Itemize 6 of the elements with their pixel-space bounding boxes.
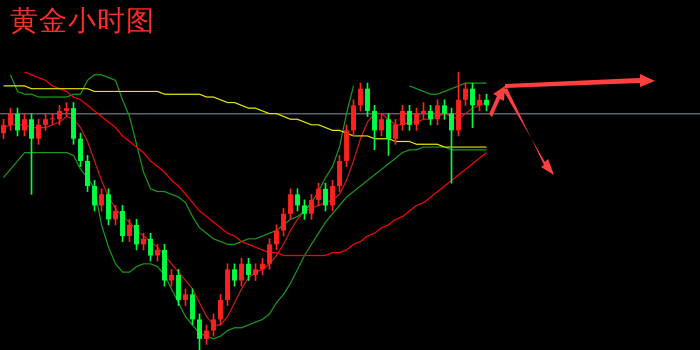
candlestick <box>449 108 454 184</box>
candlestick <box>64 102 69 117</box>
candlestick <box>421 102 426 120</box>
candlestick <box>29 113 34 195</box>
candlestick <box>50 113 55 126</box>
chart-title: 黄金小时图 <box>10 3 155 39</box>
